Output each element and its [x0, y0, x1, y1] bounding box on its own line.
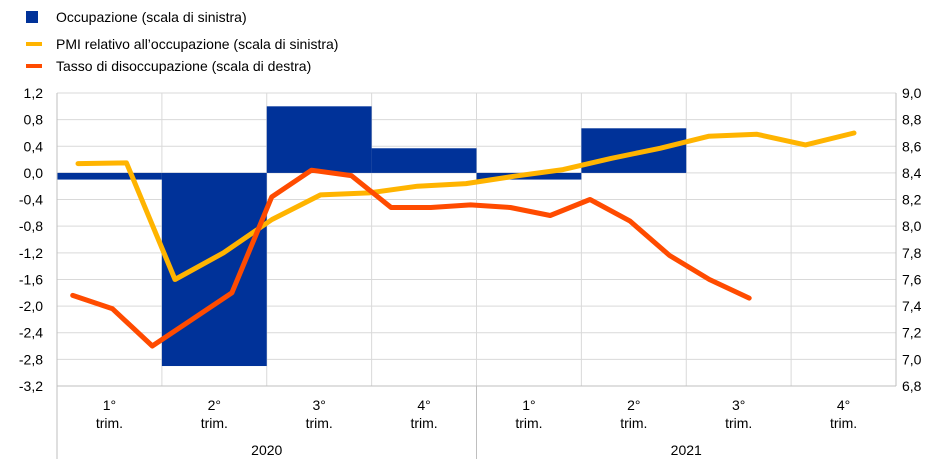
bar-occupazione [266, 106, 372, 173]
y-left-tick-label: 0,0 [24, 165, 44, 181]
y-left-tick-label: -2,0 [19, 298, 43, 314]
bar-occupazione [161, 172, 267, 367]
y-right-tick-label: 9,0 [902, 85, 922, 101]
x-quarter-sublabel: trim. [830, 415, 857, 431]
y-left-tick-label: -2,4 [19, 325, 43, 341]
x-year-label: 2020 [251, 442, 282, 458]
legend-label-disoccupazione: Tasso di disoccupazione (scala di destra… [56, 58, 311, 74]
y-left-tick-label: -2,8 [19, 351, 43, 367]
y-left-tick-label: 0,4 [24, 138, 44, 154]
x-quarter-sublabel: trim. [515, 415, 542, 431]
legend-label-occupazione: Occupazione (scala di sinistra) [56, 9, 247, 25]
x-quarter-label: 3° [732, 397, 745, 413]
y-right-tick-label: 7,4 [902, 298, 922, 314]
x-quarter-sublabel: trim. [725, 415, 752, 431]
legend-swatch-occupazione [26, 11, 38, 23]
y-right-tick-label: 8,4 [902, 165, 922, 181]
y-left-tick-label: -1,6 [19, 271, 43, 287]
legend: Occupazione (scala di sinistra) PMI rela… [26, 9, 338, 74]
x-year-label: 2021 [671, 442, 702, 458]
x-quarter-label: 4° [837, 397, 850, 413]
x-quarter-label: 1° [103, 397, 116, 413]
y-right-tick-label: 7,8 [902, 245, 922, 261]
bar-occupazione [57, 172, 162, 180]
line-disoccupazione [70, 167, 752, 349]
y-right-tick-label: 8,6 [902, 138, 922, 154]
x-quarter-sublabel: trim. [201, 415, 228, 431]
axis-frame [56, 93, 897, 459]
legend-label-pmi: PMI relativo all’occupazione (scala di s… [56, 36, 338, 52]
y-left-tick-label: -1,2 [19, 245, 43, 261]
x-quarter-label: 3° [312, 397, 325, 413]
x-quarter-sublabel: trim. [620, 415, 647, 431]
series-lines [70, 130, 857, 349]
y-axis-left: 1,2 0,8 0,4 0,0 -0,4 -0,8 -1,2 -1,6 -2,0 -2,4 -2,8… [19, 85, 43, 394]
y-left-tick-label: 0,8 [24, 112, 44, 128]
x-quarter-label: 2° [627, 397, 640, 413]
line-pmi [75, 130, 857, 282]
x-quarter-sublabel: trim. [410, 415, 437, 431]
bar-occupazione [581, 128, 687, 173]
x-axis: 1° trim. 2° trim. 3° trim. 4° trim. 1° trim. 2° tri… [96, 397, 857, 458]
y-right-tick-label: 8,2 [902, 192, 922, 208]
x-quarter-sublabel: trim. [96, 415, 123, 431]
y-left-tick-label: -0,8 [19, 218, 43, 234]
y-left-tick-label: -0,4 [19, 192, 43, 208]
y-right-tick-label: 6,8 [902, 378, 922, 394]
x-quarter-label: 2° [208, 397, 221, 413]
y-right-tick-label: 8,8 [902, 112, 922, 128]
y-left-tick-label: -3,2 [19, 378, 43, 394]
bar-occupazione [371, 148, 477, 173]
y-right-tick-label: 7,2 [902, 325, 922, 341]
y-right-tick-label: 7,6 [902, 271, 922, 287]
y-right-tick-label: 7,0 [902, 351, 922, 367]
x-quarter-label: 4° [417, 397, 430, 413]
x-quarter-label: 1° [522, 397, 535, 413]
x-quarter-sublabel: trim. [306, 415, 333, 431]
y-left-tick-label: 1,2 [24, 85, 44, 101]
y-right-tick-label: 8,0 [902, 218, 922, 234]
y-axis-right: 9,0 8,8 8,6 8,4 8,2 8,0 7,8 7,6 7,4 7,2 7,0 6,8 [902, 85, 922, 394]
